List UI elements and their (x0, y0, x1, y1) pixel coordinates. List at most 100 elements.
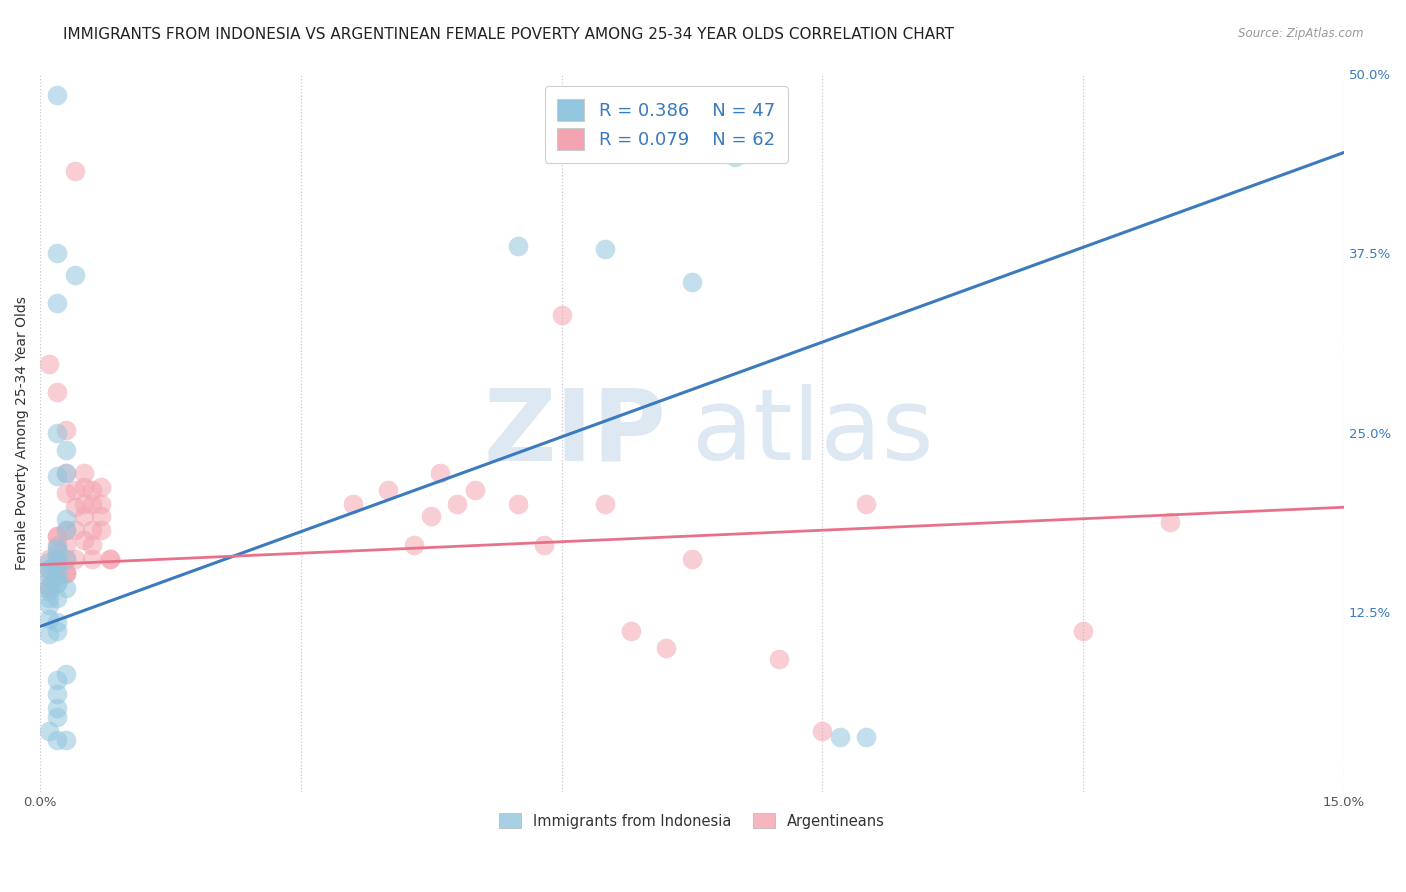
Point (46, 246, 69, 260)
Point (46, 576, 69, 591)
Point (46, 615, 69, 629)
Point (63, 500, 86, 515)
Point (55, 552, 77, 566)
Point (55, 466, 77, 480)
Point (46, 88, 69, 103)
Point (446, 497, 468, 511)
Point (593, 497, 616, 511)
Point (402, 538, 425, 552)
Point (38, 552, 60, 566)
Point (46, 710, 69, 724)
Point (655, 640, 678, 655)
Point (38, 357, 60, 371)
Point (46, 541, 69, 555)
Text: ZIP: ZIP (484, 384, 666, 481)
Point (55, 566, 77, 581)
Point (533, 538, 555, 552)
Point (46, 562, 69, 576)
Point (38, 572, 60, 586)
Point (55, 666, 77, 681)
Point (508, 239, 530, 253)
Point (38, 626, 60, 640)
Point (55, 523, 77, 537)
Point (63, 268, 86, 282)
Point (429, 466, 451, 480)
Point (38, 555, 60, 569)
Point (82, 497, 104, 511)
Point (508, 497, 530, 511)
Point (63, 483, 86, 497)
Point (768, 652, 790, 666)
Point (55, 566, 77, 581)
Point (82, 483, 104, 497)
Point (38, 591, 60, 605)
Point (55, 552, 77, 566)
Text: Source: ZipAtlas.com: Source: ZipAtlas.com (1239, 27, 1364, 40)
Point (46, 529, 69, 543)
Point (38, 579, 60, 593)
Point (55, 423, 77, 437)
Point (72, 480, 94, 494)
Point (55, 581, 77, 595)
Point (55, 512, 77, 526)
Point (46, 529, 69, 543)
Point (46, 673, 69, 687)
Legend: Immigrants from Indonesia, Argentineans: Immigrants from Indonesia, Argentineans (494, 807, 890, 835)
Text: atlas: atlas (692, 384, 934, 481)
Point (46, 552, 69, 566)
Point (342, 497, 364, 511)
Point (38, 581, 60, 595)
Point (55, 486, 77, 500)
Point (46, 296, 69, 310)
Point (46, 555, 69, 569)
Point (82, 552, 104, 566)
Point (46, 569, 69, 583)
Point (90, 480, 112, 494)
Point (593, 242, 616, 256)
Point (464, 483, 486, 497)
Point (46, 687, 69, 701)
Point (38, 581, 60, 595)
Point (377, 483, 399, 497)
Point (46, 732, 69, 747)
Point (63, 164, 86, 178)
Point (46, 552, 69, 566)
Point (38, 724, 60, 739)
Point (46, 624, 69, 638)
Point (46, 701, 69, 715)
Point (38, 583, 60, 598)
Point (46, 468, 69, 483)
Point (90, 523, 112, 537)
Point (72, 508, 94, 523)
Point (620, 624, 643, 638)
Point (550, 308, 572, 322)
Point (63, 552, 86, 566)
Point (90, 508, 112, 523)
Point (98, 552, 121, 566)
Point (38, 562, 60, 576)
Point (828, 730, 851, 744)
Point (82, 538, 104, 552)
Point (63, 523, 86, 537)
Point (82, 523, 104, 537)
Point (811, 724, 834, 739)
Point (72, 533, 94, 548)
Point (46, 558, 69, 572)
Point (98, 552, 121, 566)
Point (55, 732, 77, 747)
Point (72, 466, 94, 480)
Point (38, 562, 60, 576)
Point (855, 497, 877, 511)
Point (46, 548, 69, 562)
Point (420, 508, 443, 523)
Point (724, 150, 747, 164)
Point (55, 466, 77, 480)
Point (1159, 515, 1181, 529)
Point (38, 612, 60, 626)
Point (46, 385, 69, 400)
Point (46, 425, 69, 440)
Point (46, 576, 69, 591)
Point (681, 552, 703, 566)
Point (46, 566, 69, 581)
Y-axis label: Female Poverty Among 25-34 Year Olds: Female Poverty Among 25-34 Year Olds (15, 295, 30, 569)
